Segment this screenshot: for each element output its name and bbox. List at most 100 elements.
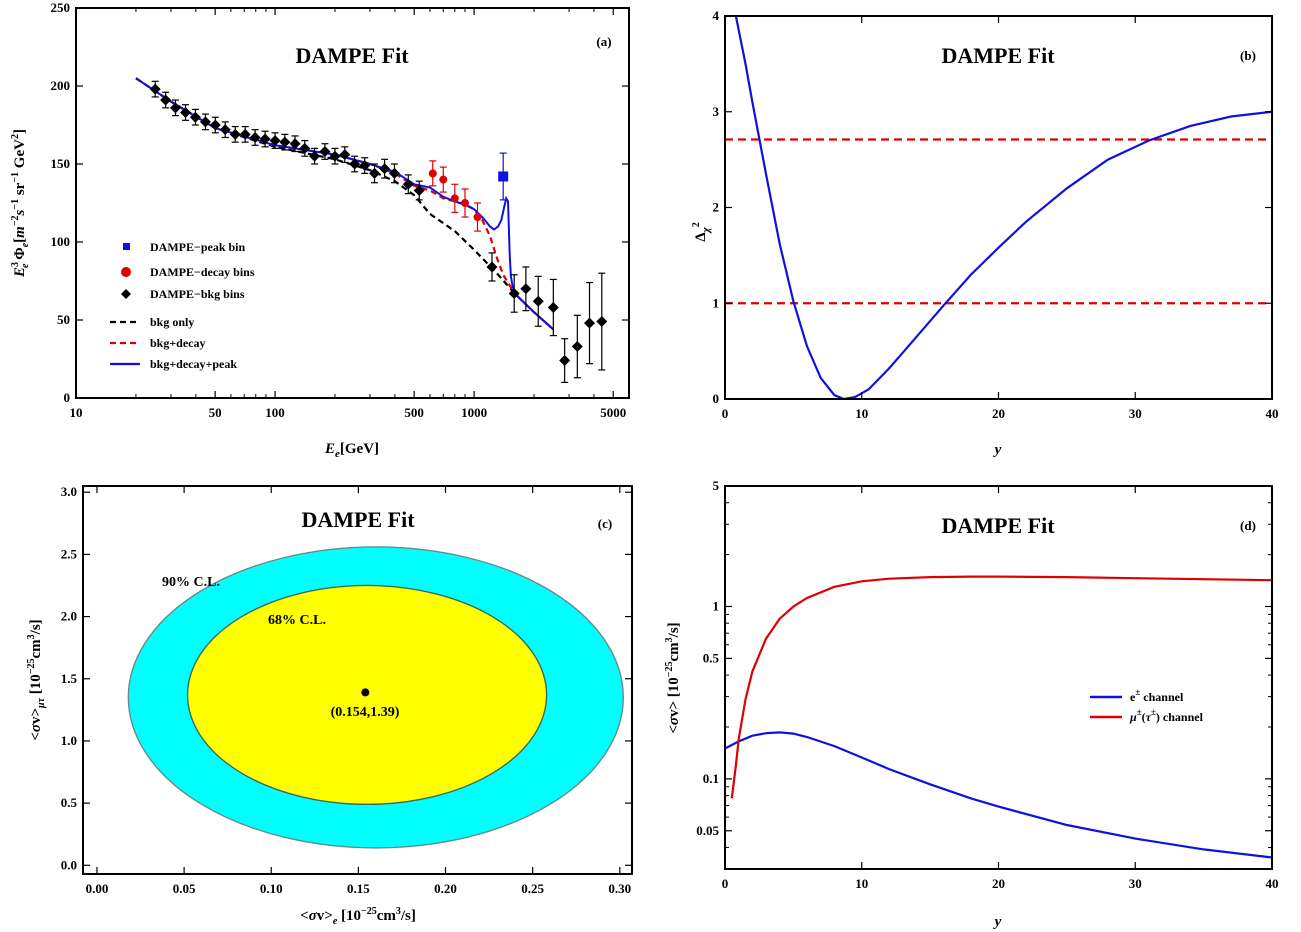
bkg-bin-point [402,178,414,190]
panel-a-xtick-label: 100 [265,405,285,420]
panel-d-xtick-label: 40 [1266,876,1279,891]
panel-c-ytick-label: 0.0 [61,857,77,872]
legend-bkg-decay-label: bkg+decay [150,336,206,350]
panel-b: DAMPE Fit (b) 0 10 20 30 40 0 1 2 3 4 y Δχ2 [691,8,1279,458]
panel-c: DAMPE Fit (c) 90% C.L. 68% C.L. (0.154,1… [26,484,633,927]
panel-c-ylabel: <σv>μτ [10−25cm3/s] [26,619,47,740]
panel-a-ylabel: E3e Φe[m−2s−1 sr−1 GeV2] [10,129,31,278]
panel-c-ytick-label: 1.5 [61,671,78,686]
bkg-bin-point [319,146,331,158]
panel-d-ylabel: <σv> [10−25cm3/s] [664,622,682,733]
panel-c-label: (c) [598,516,612,531]
bkg-bin-point [388,167,400,179]
panel-d-ytick-label: 0.1 [703,771,719,786]
peak-bin-point [498,171,509,182]
panel-d-label: (d) [1240,518,1256,533]
decay-bin-point [450,194,459,203]
panel-a-ytick-label: 250 [51,0,71,15]
panel-c-frame [82,485,633,875]
panel-b-xtick-label: 40 [1266,406,1279,421]
bkg-bin-point [359,160,371,172]
bkg-bin-point [486,261,498,273]
panel-b-xtick-label: 10 [855,406,868,421]
bkg-bin-point [339,149,351,161]
panel-c-xtick-label: 0.15 [347,881,370,896]
panel-c-xtick-label: 0.00 [86,881,109,896]
bkg-bin-point [329,150,341,162]
best-fit-point [361,688,370,697]
panel-c-xtick-label: 0.30 [608,881,631,896]
bkg-bin-point [180,107,192,119]
panel-a-ytick-label: 150 [51,156,71,171]
bkg-bin-point [219,124,231,136]
panel-b-frame [724,15,1273,400]
panel-a-xtick-label: 10 [70,405,83,420]
decay-bin-point [473,213,482,222]
panel-b-title: DAMPE Fit [941,43,1055,68]
contour-90-label: 90% C.L. [162,575,220,590]
svg-text:Δχ2: Δχ2 [691,222,712,242]
panel-a-label: (a) [596,34,611,49]
decay-bin-point [428,169,437,178]
e-channel-curve [724,731,1273,859]
panel-c-ytick-label: 3.0 [61,484,77,499]
panel-a-xtick-label: 1000 [461,405,487,420]
panel-c-ytick-label: 2.0 [61,609,77,624]
legend-bkg-label: DAMPE−bkg bins [150,287,245,301]
panel-a-ytick-label: 100 [51,234,71,249]
legend-bkg-only-label: bkg only [150,315,194,329]
bkg-bin-point [596,316,608,328]
panel-a-ytick-label: 200 [51,78,71,93]
svg-text:<σv> [10−25cm3/s]: <σv> [10−25cm3/s] [664,622,682,733]
panel-d-frame [724,485,1273,870]
panel-c-xlabel: <σv>e [10−25cm3/s] [300,906,416,927]
panel-b-ylabel: Δχ2 [691,222,712,242]
panel-d-xtick-label: 30 [1129,876,1142,891]
panel-c-ytick-label: 0.5 [61,795,78,810]
delta-chi2-curve [734,16,1272,399]
panel-a-xlabel: Ee[GeV] [324,441,379,460]
panel-a-ytick-label: 0 [64,390,71,405]
legend-mu-label: μ±(τ±) channel [1129,707,1204,724]
bkg-bin-point [279,136,291,148]
panel-d-xlabel: y [993,914,1002,930]
bkg-bin-point [259,133,271,145]
bkg-bin-point [532,295,544,307]
decay-bin-point [439,175,448,184]
panel-b-ytick-label: 0 [713,391,720,406]
bkg-bin-point [349,158,361,170]
panel-d-ytick-label: 0.05 [696,823,719,838]
bkg-bin-point [508,287,520,299]
legend-decay-label: DAMPE−decay bins [150,265,255,279]
panel-a-frame [75,7,630,399]
mu-channel-curve [730,575,1273,799]
panel-c-xtick-label: 0.05 [173,881,196,896]
bkg-bin-point [413,185,425,197]
bkg-bin-point [209,119,221,131]
panel-d-legend: e± channel μ±(τ±) channel [1090,687,1204,724]
svg-text:<σv>μτ [10−25cm3/s]: <σv>μτ [10−25cm3/s] [26,619,47,740]
bkg-bin-point [369,167,381,179]
bkg-bin-point [571,341,583,353]
bkg-bin-point [299,142,311,154]
legend-bkg-decay-peak-label: bkg+decay+peak [150,357,237,371]
panel-b-label: (b) [1240,48,1256,63]
panel-a-xtick-label: 500 [404,405,424,420]
panel-b-ytick-label: 4 [713,8,720,23]
panel-a: DAMPE Fit (a) 10 50 100 500 1000 5000 0 50 100 15… [10,0,630,460]
panel-d-xtick-label: 0 [722,876,729,891]
panel-c-xtick-label: 0.25 [521,881,544,896]
panel-d-ytick-label: 5 [713,478,720,493]
bkg-bin-point [309,150,321,162]
bkg-bin-point [169,102,181,114]
best-fit-label: (0.154,1.39) [331,705,400,720]
panel-c-title: DAMPE Fit [301,507,415,532]
legend-peak-label: DAMPE−peak bin [150,240,246,254]
panel-b-ytick-label: 1 [713,295,720,310]
panel-b-xtick-label: 30 [1129,406,1142,421]
legend-bkg-marker [121,289,131,299]
panel-b-ytick-label: 2 [713,200,720,215]
svg-text:E3e Φe[m−2s−1 sr−1 GeV2]: E3e Φe[m−2s−1 sr−1 GeV2] [10,129,31,278]
panel-a-xtick-label: 50 [209,405,222,420]
